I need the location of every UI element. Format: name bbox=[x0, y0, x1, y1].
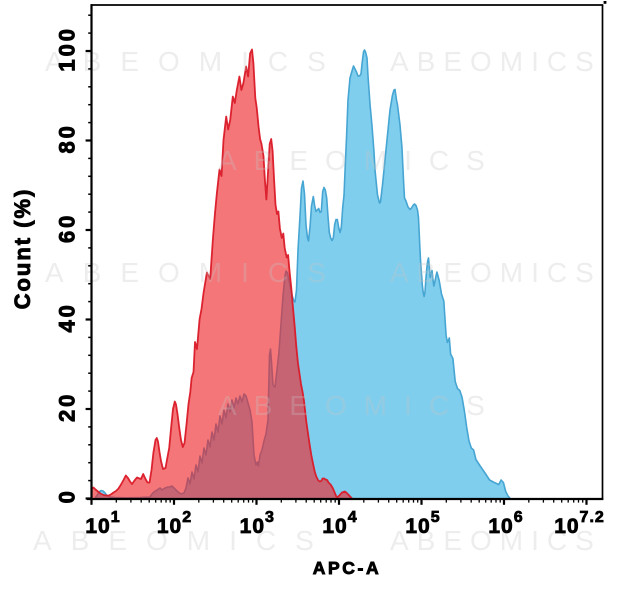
svg-text:60: 60 bbox=[55, 213, 80, 243]
svg-text:80: 80 bbox=[55, 123, 80, 153]
svg-text:Count (%): Count (%) bbox=[10, 188, 35, 310]
svg-text:ABEOMICS: ABEOMICS bbox=[33, 525, 333, 556]
svg-text:20: 20 bbox=[55, 392, 80, 422]
svg-text:APC-A: APC-A bbox=[313, 558, 381, 578]
svg-text:ABEOMICS: ABEOMICS bbox=[218, 145, 502, 176]
svg-text:40: 40 bbox=[55, 302, 80, 332]
svg-text:100: 100 bbox=[55, 26, 80, 72]
svg-text:ABEOMICS: ABEOMICS bbox=[390, 46, 602, 77]
svg-text:ABEOMICS: ABEOMICS bbox=[390, 525, 602, 556]
svg-text:ABEOMICS: ABEOMICS bbox=[218, 390, 502, 421]
svg-text:104: 104 bbox=[322, 509, 357, 538]
svg-text:0: 0 bbox=[55, 489, 80, 503]
svg-text:ABEOMICS: ABEOMICS bbox=[390, 257, 602, 288]
